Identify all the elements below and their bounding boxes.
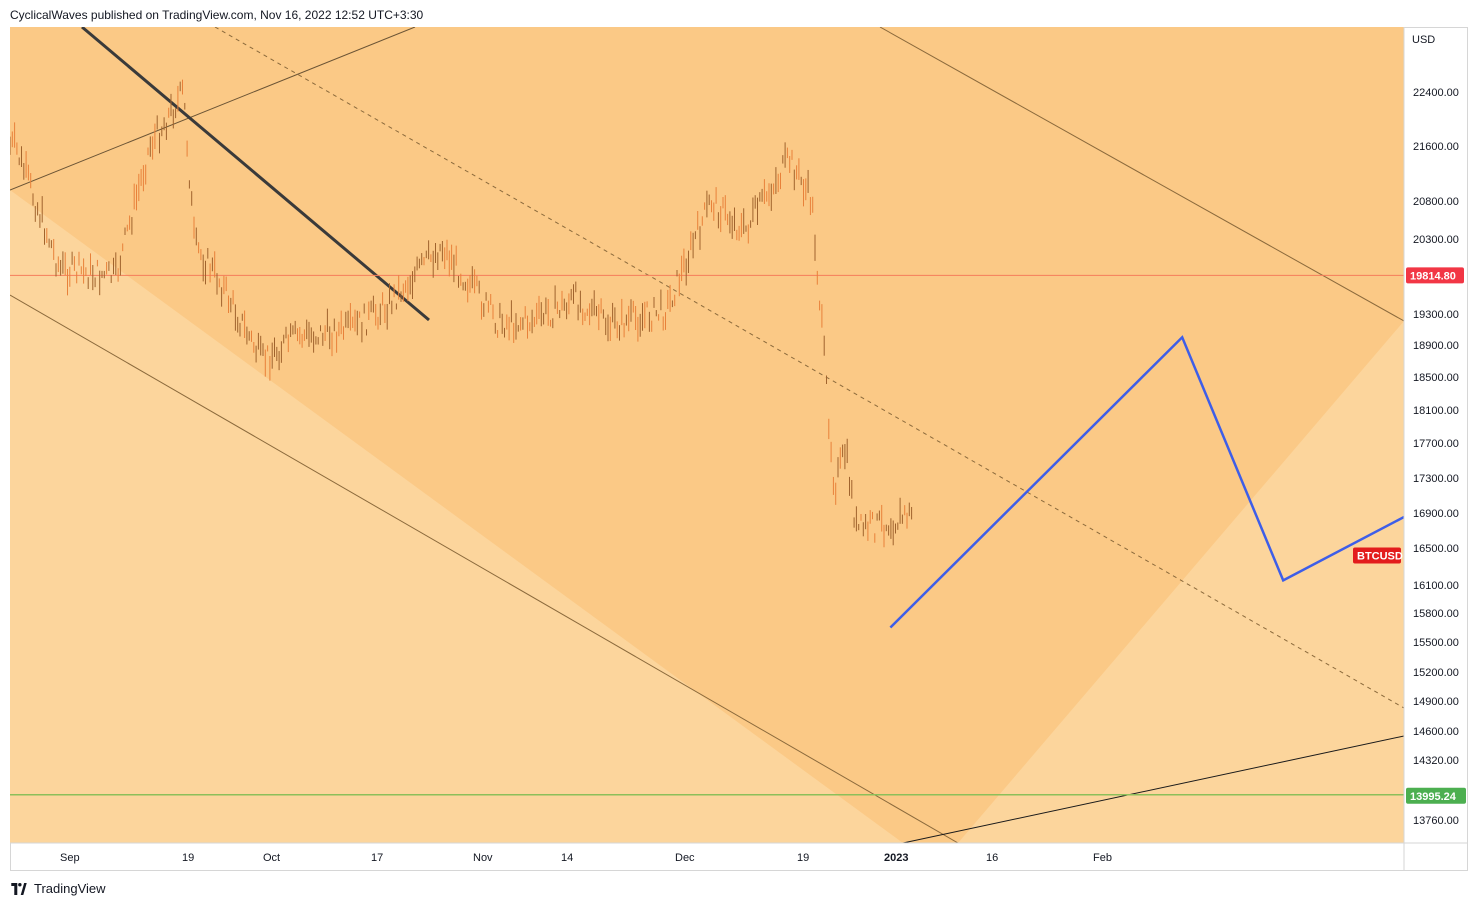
y-tick-label: 17700.00 bbox=[1413, 438, 1459, 450]
y-tick-label: 13760.00 bbox=[1413, 815, 1459, 827]
channel-lower-line bbox=[10, 294, 959, 843]
y-tick-label: 15200.00 bbox=[1413, 667, 1459, 679]
publisher-header: CyclicalWaves published on TradingView.c… bbox=[10, 8, 424, 22]
y-tick-label: 14320.00 bbox=[1413, 755, 1459, 767]
y-tick-label: 20800.00 bbox=[1413, 196, 1459, 208]
symbol-tag: BTCUSD bbox=[1357, 551, 1403, 563]
x-axis[interactable]: Sep 19 Oct 17 Nov 14 Dec 19 2023 16 Feb bbox=[60, 852, 1112, 864]
channel-inner-fill bbox=[10, 27, 1404, 843]
channel-upper-line bbox=[879, 27, 1404, 322]
x-tick-label: Feb bbox=[1093, 852, 1112, 864]
tradingview-logo-icon bbox=[11, 882, 27, 895]
support-price-tag-bg bbox=[1406, 787, 1466, 804]
y-tick-label: 16500.00 bbox=[1413, 543, 1459, 555]
x-tick-label: Dec bbox=[675, 852, 695, 864]
currency-label: USD bbox=[1412, 34, 1435, 46]
y-axis[interactable]: 22400.00 21600.00 20800.00 20300.00 19300.00… bbox=[1413, 87, 1459, 827]
x-tick-label: 19 bbox=[182, 852, 194, 864]
falling-trendline bbox=[81, 27, 430, 322]
y-tick-label: 18500.00 bbox=[1413, 372, 1459, 384]
x-tick-label: 16 bbox=[986, 852, 998, 864]
x-tick-label: 2023 bbox=[884, 852, 908, 864]
y-tick-label: 21600.00 bbox=[1413, 141, 1459, 153]
x-tick-label: 19 bbox=[797, 852, 809, 864]
y-tick-label: 19300.00 bbox=[1413, 309, 1459, 321]
y-tick-label: 14600.00 bbox=[1413, 726, 1459, 738]
rising-support-line bbox=[902, 735, 1404, 843]
candlestick-series bbox=[10, 79, 913, 548]
y-tick-label: 15800.00 bbox=[1413, 608, 1459, 620]
y-tick-label: 18100.00 bbox=[1413, 405, 1459, 417]
rising-upper-trendline bbox=[10, 27, 416, 191]
last-price-tag-bg bbox=[1406, 267, 1464, 284]
footer: TradingView bbox=[10, 881, 106, 896]
price-chart[interactable]: USD 22400.00 21600.00 20800.00 20300.00 1930… bbox=[10, 27, 1468, 871]
support-price-tag: 13995.24 bbox=[1410, 791, 1457, 803]
x-tick-label: Oct bbox=[263, 852, 280, 864]
y-tick-label: 16900.00 bbox=[1413, 508, 1459, 520]
y-tick-label: 18900.00 bbox=[1413, 340, 1459, 352]
brand-name[interactable]: TradingView bbox=[34, 881, 106, 896]
last-price-tag: 19814.80 bbox=[1410, 270, 1456, 282]
y-tick-label: 15500.00 bbox=[1413, 637, 1459, 649]
y-tick-label: 14900.00 bbox=[1413, 696, 1459, 708]
x-tick-label: 17 bbox=[371, 852, 383, 864]
symbol-tag-bg bbox=[1353, 547, 1401, 564]
y-tick-label: 20300.00 bbox=[1413, 234, 1459, 246]
y-tick-label: 22400.00 bbox=[1413, 87, 1459, 99]
x-tick-label: Sep bbox=[60, 852, 80, 864]
projection-path bbox=[889, 335, 1404, 629]
y-tick-label: 16100.00 bbox=[1413, 580, 1459, 592]
price-tags: 19814.80 BTCUSD 13995.24 bbox=[1353, 267, 1466, 804]
x-tick-label: Nov bbox=[473, 852, 493, 864]
y-tick-label: 17300.00 bbox=[1413, 473, 1459, 485]
x-tick-label: 14 bbox=[561, 852, 573, 864]
